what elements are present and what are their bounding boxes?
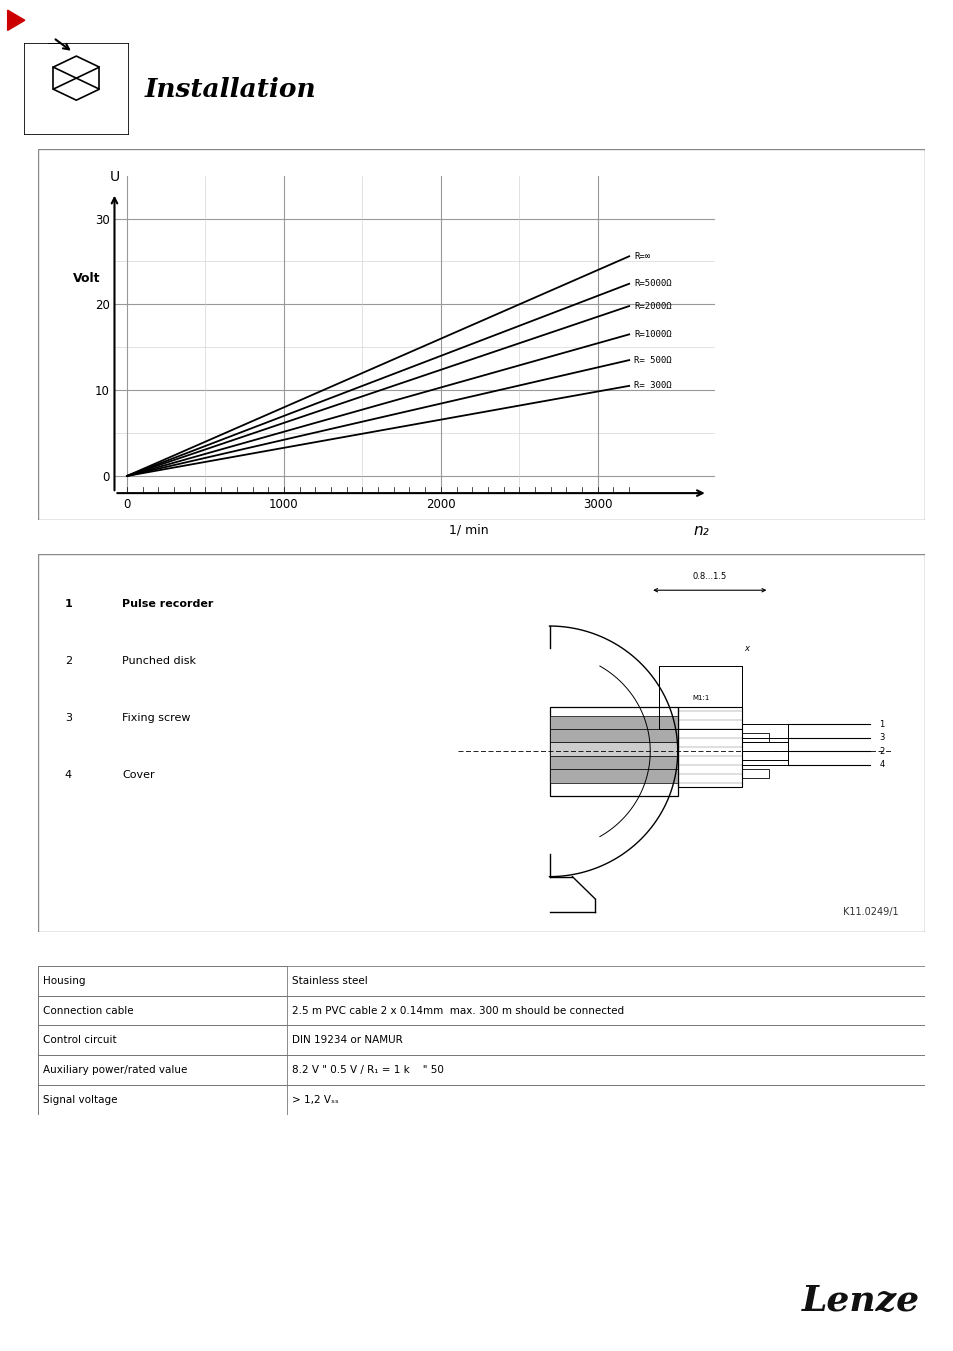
Text: > 1,2 Vₛₛ: > 1,2 Vₛₛ bbox=[292, 1094, 338, 1105]
Bar bbox=[38, 1055, 924, 1085]
Text: Control circuit: Control circuit bbox=[44, 1035, 117, 1046]
Text: 1/ min: 1/ min bbox=[448, 523, 488, 536]
Text: 2: 2 bbox=[65, 657, 71, 666]
Text: Fixing screw: Fixing screw bbox=[122, 713, 191, 723]
Bar bbox=[659, 666, 741, 730]
Text: R= 500Ω: R= 500Ω bbox=[633, 355, 671, 365]
Bar bbox=[549, 755, 677, 769]
Bar bbox=[38, 1025, 924, 1055]
Bar bbox=[549, 730, 677, 743]
Text: 8.2 V " 0.5 V / R₁ = 1 k    " 50: 8.2 V " 0.5 V / R₁ = 1 k " 50 bbox=[292, 1065, 443, 1075]
Bar bbox=[549, 707, 677, 796]
Bar bbox=[741, 743, 787, 761]
Text: 4: 4 bbox=[65, 770, 71, 780]
Text: x: x bbox=[743, 644, 748, 653]
Text: 3: 3 bbox=[879, 734, 883, 743]
Text: Lenze: Lenze bbox=[801, 1283, 920, 1319]
Bar bbox=[38, 966, 924, 996]
Text: DIN 19234 or NAMUR: DIN 19234 or NAMUR bbox=[292, 1035, 402, 1046]
Bar bbox=[549, 769, 677, 782]
Bar bbox=[549, 716, 677, 730]
Text: Installation: Installation bbox=[144, 77, 315, 101]
Bar bbox=[677, 707, 741, 788]
Text: 1: 1 bbox=[879, 720, 883, 730]
Text: 4: 4 bbox=[879, 761, 883, 769]
Text: R=2000Ω: R=2000Ω bbox=[633, 301, 671, 311]
Bar bbox=[38, 1055, 286, 1085]
Text: 1: 1 bbox=[65, 600, 72, 609]
Text: 2.5 m PVC cable 2 x 0.14mm  max. 300 m should be connected: 2.5 m PVC cable 2 x 0.14mm max. 300 m sh… bbox=[292, 1005, 623, 1016]
Text: 0.8...1.5: 0.8...1.5 bbox=[692, 573, 726, 581]
Bar bbox=[741, 734, 768, 743]
Bar bbox=[38, 1085, 924, 1115]
Bar bbox=[38, 996, 924, 1025]
Text: R= 300Ω: R= 300Ω bbox=[633, 381, 671, 390]
Text: Show/Hide Bookmarks: Show/Hide Bookmarks bbox=[32, 14, 180, 27]
Text: R=1000Ω: R=1000Ω bbox=[633, 330, 671, 339]
Bar bbox=[38, 966, 286, 996]
Bar bbox=[48, 36, 61, 43]
Text: M1:1: M1:1 bbox=[691, 694, 709, 701]
Text: K11.0249/1: K11.0249/1 bbox=[842, 907, 898, 917]
Text: Stainless steel: Stainless steel bbox=[292, 975, 367, 986]
Text: Auxiliary power/rated value: Auxiliary power/rated value bbox=[44, 1065, 188, 1075]
Text: Pulse recorder: Pulse recorder bbox=[122, 600, 213, 609]
Polygon shape bbox=[8, 9, 25, 31]
Text: Connection cable: Connection cable bbox=[44, 1005, 134, 1016]
Bar bbox=[741, 769, 768, 778]
Bar bbox=[549, 743, 677, 755]
Text: 2: 2 bbox=[879, 747, 883, 755]
Text: 3: 3 bbox=[65, 713, 71, 723]
Text: R=∞: R=∞ bbox=[633, 251, 649, 261]
Text: Cover: Cover bbox=[122, 770, 155, 780]
Text: R=5000Ω: R=5000Ω bbox=[633, 280, 671, 288]
Text: Volt: Volt bbox=[72, 272, 100, 285]
Bar bbox=[38, 1025, 286, 1055]
Text: Punched disk: Punched disk bbox=[122, 657, 196, 666]
Text: Signal voltage: Signal voltage bbox=[44, 1094, 118, 1105]
Text: Housing: Housing bbox=[44, 975, 86, 986]
Text: U: U bbox=[110, 170, 119, 184]
Bar bbox=[38, 1085, 286, 1115]
Bar bbox=[38, 996, 286, 1025]
Text: n₂: n₂ bbox=[693, 523, 708, 538]
